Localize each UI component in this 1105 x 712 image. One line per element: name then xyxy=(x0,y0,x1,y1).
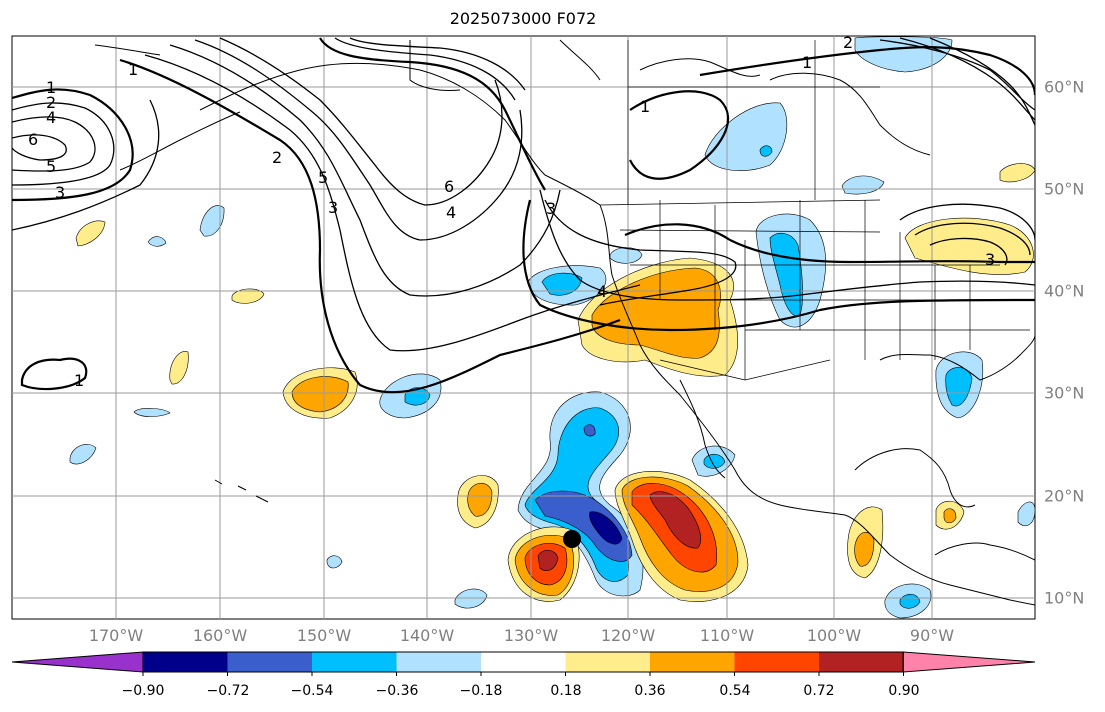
lon-label: 90°W xyxy=(909,626,955,645)
lon-label: 150°W xyxy=(296,626,352,645)
anomaly-neg-region xyxy=(534,490,633,562)
lat-label: 60°N xyxy=(1044,77,1085,97)
contour-label: 3 xyxy=(546,199,556,218)
lat-label: 20°N xyxy=(1044,486,1085,506)
colorbar-extend-max xyxy=(903,651,1036,673)
lon-label: 140°W xyxy=(399,626,455,645)
lon-label: 130°W xyxy=(503,626,559,645)
lat-label: 30°N xyxy=(1044,383,1085,403)
contour-label: 2 xyxy=(46,93,56,112)
storm-center-marker[interactable] xyxy=(563,530,581,548)
colorbar-tick-label: −0.90 xyxy=(121,683,165,699)
lon-label: 100°W xyxy=(806,626,862,645)
coastlines xyxy=(94,39,1035,606)
anomaly-neg-region xyxy=(583,424,596,437)
anomaly-pos-region xyxy=(537,549,559,571)
colorbar-cell xyxy=(565,652,651,672)
lon-label: 110°W xyxy=(699,626,755,645)
contour-label: 1 xyxy=(640,97,650,116)
contour-label: 2 xyxy=(843,33,853,52)
contour-label: 5 xyxy=(46,157,56,176)
colorbar-cell xyxy=(227,652,313,672)
lon-label: 160°W xyxy=(192,626,248,645)
contour-label: 4 xyxy=(597,282,607,301)
colorbar-cell xyxy=(819,652,905,672)
contour-label: 4 xyxy=(46,108,56,127)
anomaly-neg-region xyxy=(541,272,583,296)
colorbar-cell xyxy=(481,652,567,672)
colorbar-cell xyxy=(396,652,482,672)
contour-label: 1 xyxy=(802,53,812,72)
colorbar-tick-label: 0.54 xyxy=(719,683,751,699)
anomaly-neg-region xyxy=(609,247,643,264)
anomaly-neg-region xyxy=(69,444,97,465)
contour-label: 3 xyxy=(55,183,65,202)
lon-label: 120°W xyxy=(600,626,656,645)
colorbar-cell xyxy=(312,652,398,672)
colorbar-tick-label: −0.36 xyxy=(375,683,419,699)
lat-label: 10°N xyxy=(1044,588,1085,608)
map-title: 2025073000 F072 xyxy=(449,9,597,28)
anomaly-pos-region xyxy=(943,508,957,524)
anomaly-neg-region xyxy=(945,367,973,407)
colorbar-tick-label: 0.72 xyxy=(803,683,835,699)
colorbar-extend-min xyxy=(11,651,144,673)
anomaly-neg-region xyxy=(147,236,167,247)
contour-label: 3 xyxy=(985,250,995,269)
contour-label: 1 xyxy=(74,371,84,390)
anomaly-neg-region xyxy=(841,175,885,195)
contour-label: 4 xyxy=(446,203,456,222)
colorbar-outline xyxy=(142,651,904,673)
colorbar-tick-label: −0.18 xyxy=(459,683,503,699)
contour-label-group: 1 2 4 6 5 3 1 2 5 3 6 4 3 4 1 1 2 3 1 xyxy=(28,33,995,390)
colorbar-tick-label: 0.36 xyxy=(634,683,666,699)
anomaly-pos-region xyxy=(169,351,189,385)
anomaly-neg-region xyxy=(133,408,171,417)
anomaly-neg-region xyxy=(1017,501,1035,526)
contour-label: 1 xyxy=(128,60,138,79)
colorbar-tick-label: −0.72 xyxy=(206,683,250,699)
anomaly-neg-region xyxy=(454,588,488,609)
colorbar-cell xyxy=(143,652,229,672)
lat-label: 50°N xyxy=(1044,179,1085,199)
lat-label: 40°N xyxy=(1044,281,1085,301)
contour-label: 1 xyxy=(46,78,56,97)
anomaly-neg-region xyxy=(703,453,726,469)
anomaly-neg-region xyxy=(404,387,431,406)
anomaly-neg-region xyxy=(326,555,343,569)
contour-label: 6 xyxy=(28,130,38,149)
colorbar-cell xyxy=(734,652,820,672)
anomaly-pos-region xyxy=(231,288,265,304)
contour-label: 5 xyxy=(318,168,328,187)
contour-lines xyxy=(12,37,1035,394)
anomaly-pos-region xyxy=(291,376,349,413)
shading-layer xyxy=(69,36,1035,619)
anomaly-neg-region xyxy=(589,511,623,545)
contour-label: 2 xyxy=(272,148,282,167)
contour-label: 3 xyxy=(328,198,338,217)
anomaly-neg-region xyxy=(759,145,773,157)
colorbar-tick-label: −0.54 xyxy=(290,683,334,699)
anomaly-pos-region xyxy=(854,532,875,567)
anomaly-neg-region xyxy=(199,205,225,237)
anomaly-pos-region xyxy=(649,491,701,549)
lon-label: 170°W xyxy=(88,626,144,645)
anomaly-pos-region xyxy=(467,483,493,517)
gridlines xyxy=(12,36,1035,619)
colorbar-tick-label: 0.90 xyxy=(888,683,920,699)
colorbar-cell xyxy=(650,652,736,672)
anomaly-pos-region xyxy=(75,220,106,247)
contour-label: 6 xyxy=(444,177,454,196)
anomaly-pos-region xyxy=(999,163,1035,183)
colorbar xyxy=(11,651,1036,676)
colorbar-tick-label: 0.18 xyxy=(550,683,582,699)
